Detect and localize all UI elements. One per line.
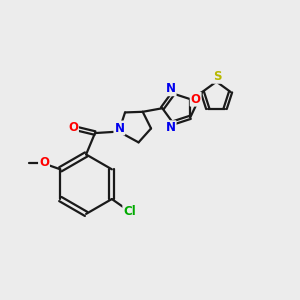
Text: O: O — [190, 93, 201, 106]
Text: O: O — [68, 121, 78, 134]
Text: N: N — [166, 82, 176, 95]
Text: N: N — [166, 121, 176, 134]
Text: O: O — [39, 156, 49, 169]
Text: N: N — [114, 122, 124, 134]
Text: S: S — [213, 70, 221, 83]
Text: Cl: Cl — [123, 205, 136, 218]
